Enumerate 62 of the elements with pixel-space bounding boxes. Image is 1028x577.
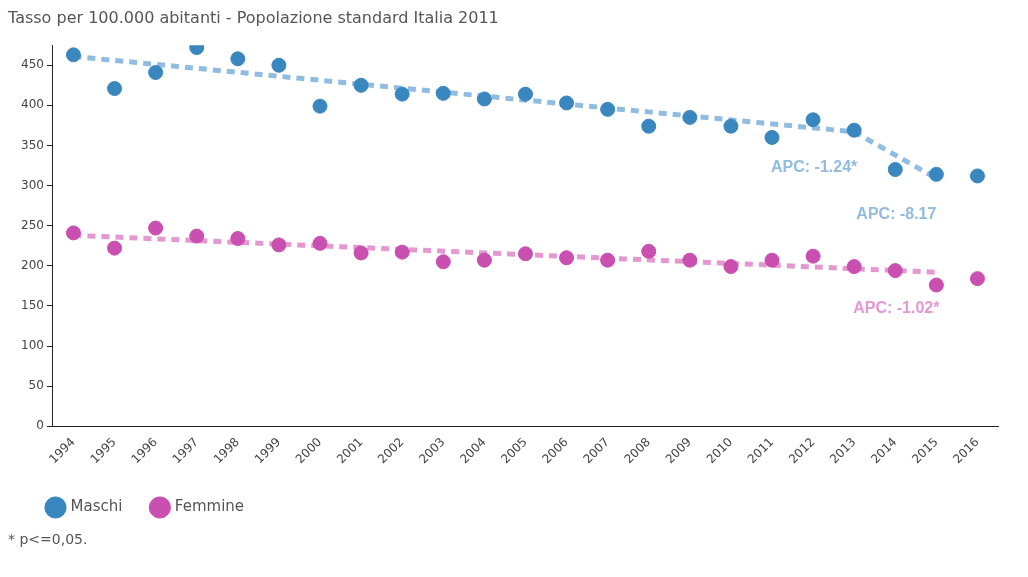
point: [107, 81, 123, 97]
point: [969, 168, 985, 184]
point: [394, 244, 410, 260]
point: [846, 122, 862, 138]
point: [148, 220, 164, 236]
point: [682, 252, 698, 268]
annotation: APC: -8.17: [856, 204, 937, 222]
point: [517, 246, 533, 262]
annotation: APC: -1.24*: [771, 158, 859, 176]
point: [65, 47, 81, 63]
legend-label: Maschi: [70, 497, 123, 516]
y-tick-label: 0: [36, 418, 44, 433]
y-tick-label: 250: [21, 217, 44, 232]
point: [189, 228, 205, 244]
point: [887, 162, 903, 178]
chart-title: Tasso per 100.000 abitanti - Popolazione standard Italia 2011: [8, 8, 500, 27]
point: [476, 91, 492, 107]
y-tick-label: 200: [21, 257, 44, 272]
point: [641, 118, 657, 134]
point: [353, 245, 369, 261]
point: [969, 271, 985, 287]
point: [65, 225, 81, 241]
y-tick-label: 450: [21, 57, 44, 72]
point: [723, 259, 739, 275]
point: [312, 235, 328, 251]
point: [928, 277, 944, 293]
point: [723, 118, 739, 134]
point: [435, 254, 451, 270]
point: [559, 95, 575, 111]
y-tick-label: 400: [21, 97, 44, 112]
point: [353, 77, 369, 93]
point: [394, 86, 410, 102]
point: [517, 86, 533, 102]
point: [682, 109, 698, 125]
point: [600, 101, 616, 117]
point: [805, 248, 821, 264]
point: [312, 98, 328, 114]
point: [600, 252, 616, 268]
y-tick-label: 100: [21, 338, 44, 353]
point: [641, 243, 657, 259]
point: [271, 237, 287, 253]
y-tick-label: 50: [28, 378, 44, 393]
text: * p<=0,05.: [8, 531, 89, 547]
point: [271, 57, 287, 73]
point: [230, 231, 246, 247]
point: [764, 252, 780, 268]
point: [805, 112, 821, 128]
point: [148, 64, 164, 80]
point: [559, 250, 575, 266]
point: [230, 51, 246, 67]
y-tick-label: 350: [21, 137, 44, 152]
point: [887, 263, 903, 279]
annotation: APC: -1.02*: [853, 298, 941, 316]
legend-label: Femmine: [174, 497, 245, 516]
point: [476, 252, 492, 268]
point: [435, 85, 451, 101]
y-tick-label: 150: [21, 298, 44, 313]
point: [764, 129, 780, 145]
point: [846, 259, 862, 275]
point: [928, 166, 944, 182]
y-tick-label: 300: [21, 177, 44, 192]
point: [107, 240, 123, 256]
